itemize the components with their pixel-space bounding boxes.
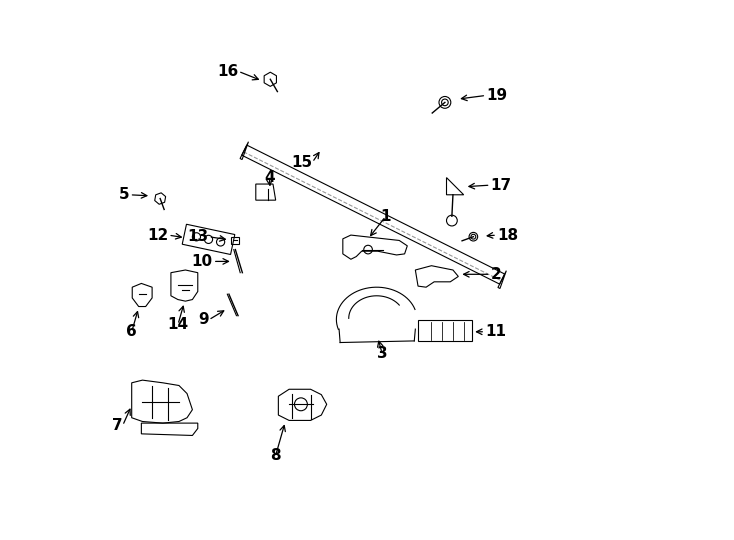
Text: 10: 10 [192, 254, 213, 269]
Text: 8: 8 [270, 448, 281, 463]
Text: 4: 4 [264, 170, 275, 185]
Text: 16: 16 [217, 64, 238, 79]
Text: 15: 15 [291, 155, 312, 170]
Text: 13: 13 [187, 229, 208, 244]
Text: 9: 9 [198, 313, 208, 327]
Text: 14: 14 [167, 318, 189, 332]
Text: 12: 12 [147, 227, 168, 242]
Text: 5: 5 [119, 187, 129, 202]
Text: 1: 1 [380, 209, 391, 224]
Text: 19: 19 [486, 88, 507, 103]
Text: 7: 7 [112, 418, 123, 433]
Text: 3: 3 [377, 346, 388, 361]
Text: 18: 18 [497, 227, 518, 242]
Text: 11: 11 [485, 325, 506, 339]
Text: 17: 17 [490, 178, 512, 193]
Text: 6: 6 [126, 325, 137, 339]
Text: 2: 2 [490, 267, 501, 282]
